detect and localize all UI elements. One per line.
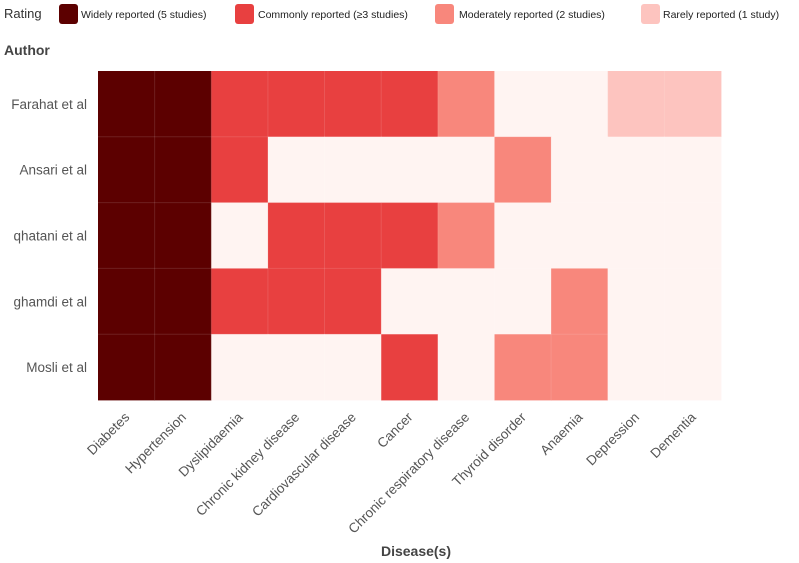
heatmap-cell [154,136,212,203]
heatmap-cell [494,202,552,269]
heatmap-cell [381,334,439,401]
legend-label-2: Commonly reported (≥3 studies) [258,9,408,21]
heatmap-cell [664,136,722,203]
heatmap-cell [267,334,325,401]
heatmap-cell [664,202,722,269]
heatmap-cell [551,202,609,269]
heatmap-cell [551,71,609,138]
heatmap-cell [211,71,269,138]
heatmap-cell [437,202,495,269]
heatmap-cell [98,136,156,203]
heatmap-cell [607,202,665,269]
heatmap-cell [98,202,156,269]
row-label: Farahat et al [11,97,87,112]
heatmap-cell [607,334,665,401]
heatmap-cell [551,334,609,401]
heatmap-cell [267,71,325,138]
heatmap-cell [381,136,439,203]
heatmap-cell [494,268,552,335]
heatmap-cell [607,71,665,138]
heatmap-cell [664,268,722,335]
column-label: Chronic kidney disease [193,410,302,519]
row-label: Ansari et al [19,163,87,178]
legend-swatch-3 [435,4,454,24]
heatmap-cell [211,268,269,335]
heatmap-cell [551,268,609,335]
legend-swatch-2 [235,4,254,24]
legend-label-3: Moderately reported (2 studies) [459,9,605,21]
legend-swatch-1 [59,4,78,24]
heatmap-cell [437,71,495,138]
heatmap-cell [154,334,212,401]
column-label: Anaemia [537,409,586,458]
legend-swatch-4 [641,4,660,24]
column-label: Diabetes [84,409,132,457]
heatmap-cell [154,71,212,138]
row-label: ghamdi et al [13,294,87,309]
heatmap-cell [98,334,156,401]
heatmap-cell [211,136,269,203]
y-axis-title: Author [4,42,50,58]
heatmap-cell [494,334,552,401]
heatmap-cell [211,202,269,269]
heatmap-cell [154,268,212,335]
column-label: Dementia [647,409,699,461]
cell-grid-lines [98,71,721,400]
column-label: Cardiovascular disease [249,410,359,520]
legend-label-4: Rarely reported (1 study) [663,9,779,21]
heatmap-cell [324,268,382,335]
heatmap-cell [551,136,609,203]
heatmap-cell [494,71,552,138]
heatmap-cell [437,136,495,203]
heatmap-cell [381,202,439,269]
heatmap-cell [437,268,495,335]
x-axis-title: Disease(s) [381,543,451,559]
row-labels: Farahat et al Ansari et al qhatani et al gh… [11,97,87,375]
heatmap-cell [324,71,382,138]
heatmap-cell [324,136,382,203]
column-label: Cancer [374,409,416,451]
row-label: Mosli et al [26,360,87,375]
heatmap-cell [324,202,382,269]
heatmap-cell [267,136,325,203]
heatmap-cell [437,334,495,401]
heatmap-cell [267,202,325,269]
heatmap-cell [664,71,722,138]
legend: Rating Widely reported (5 studies) Common… [4,4,779,24]
column-labels: DiabetesHypertensionDyslipidaemiaChronic… [84,409,699,536]
column-label: Depression [583,410,642,469]
legend-title: Rating [4,6,42,21]
column-label: Chronic respiratory disease [345,410,472,537]
heatmap-cell [98,71,156,138]
row-label: qhatani et al [13,229,87,244]
heatmap-cell [154,202,212,269]
heatmap-cell [211,334,269,401]
legend-label-1: Widely reported (5 studies) [81,9,206,21]
heatmap-cell [381,71,439,138]
heatmap-cells [98,71,722,401]
heatmap-cell [494,136,552,203]
heatmap-cell [664,334,722,401]
heatmap-cell [267,268,325,335]
heatmap-cell [607,268,665,335]
heatmap-cell [324,334,382,401]
heatmap-cell [381,268,439,335]
heatmap-cell [98,268,156,335]
heatmap-cell [607,136,665,203]
